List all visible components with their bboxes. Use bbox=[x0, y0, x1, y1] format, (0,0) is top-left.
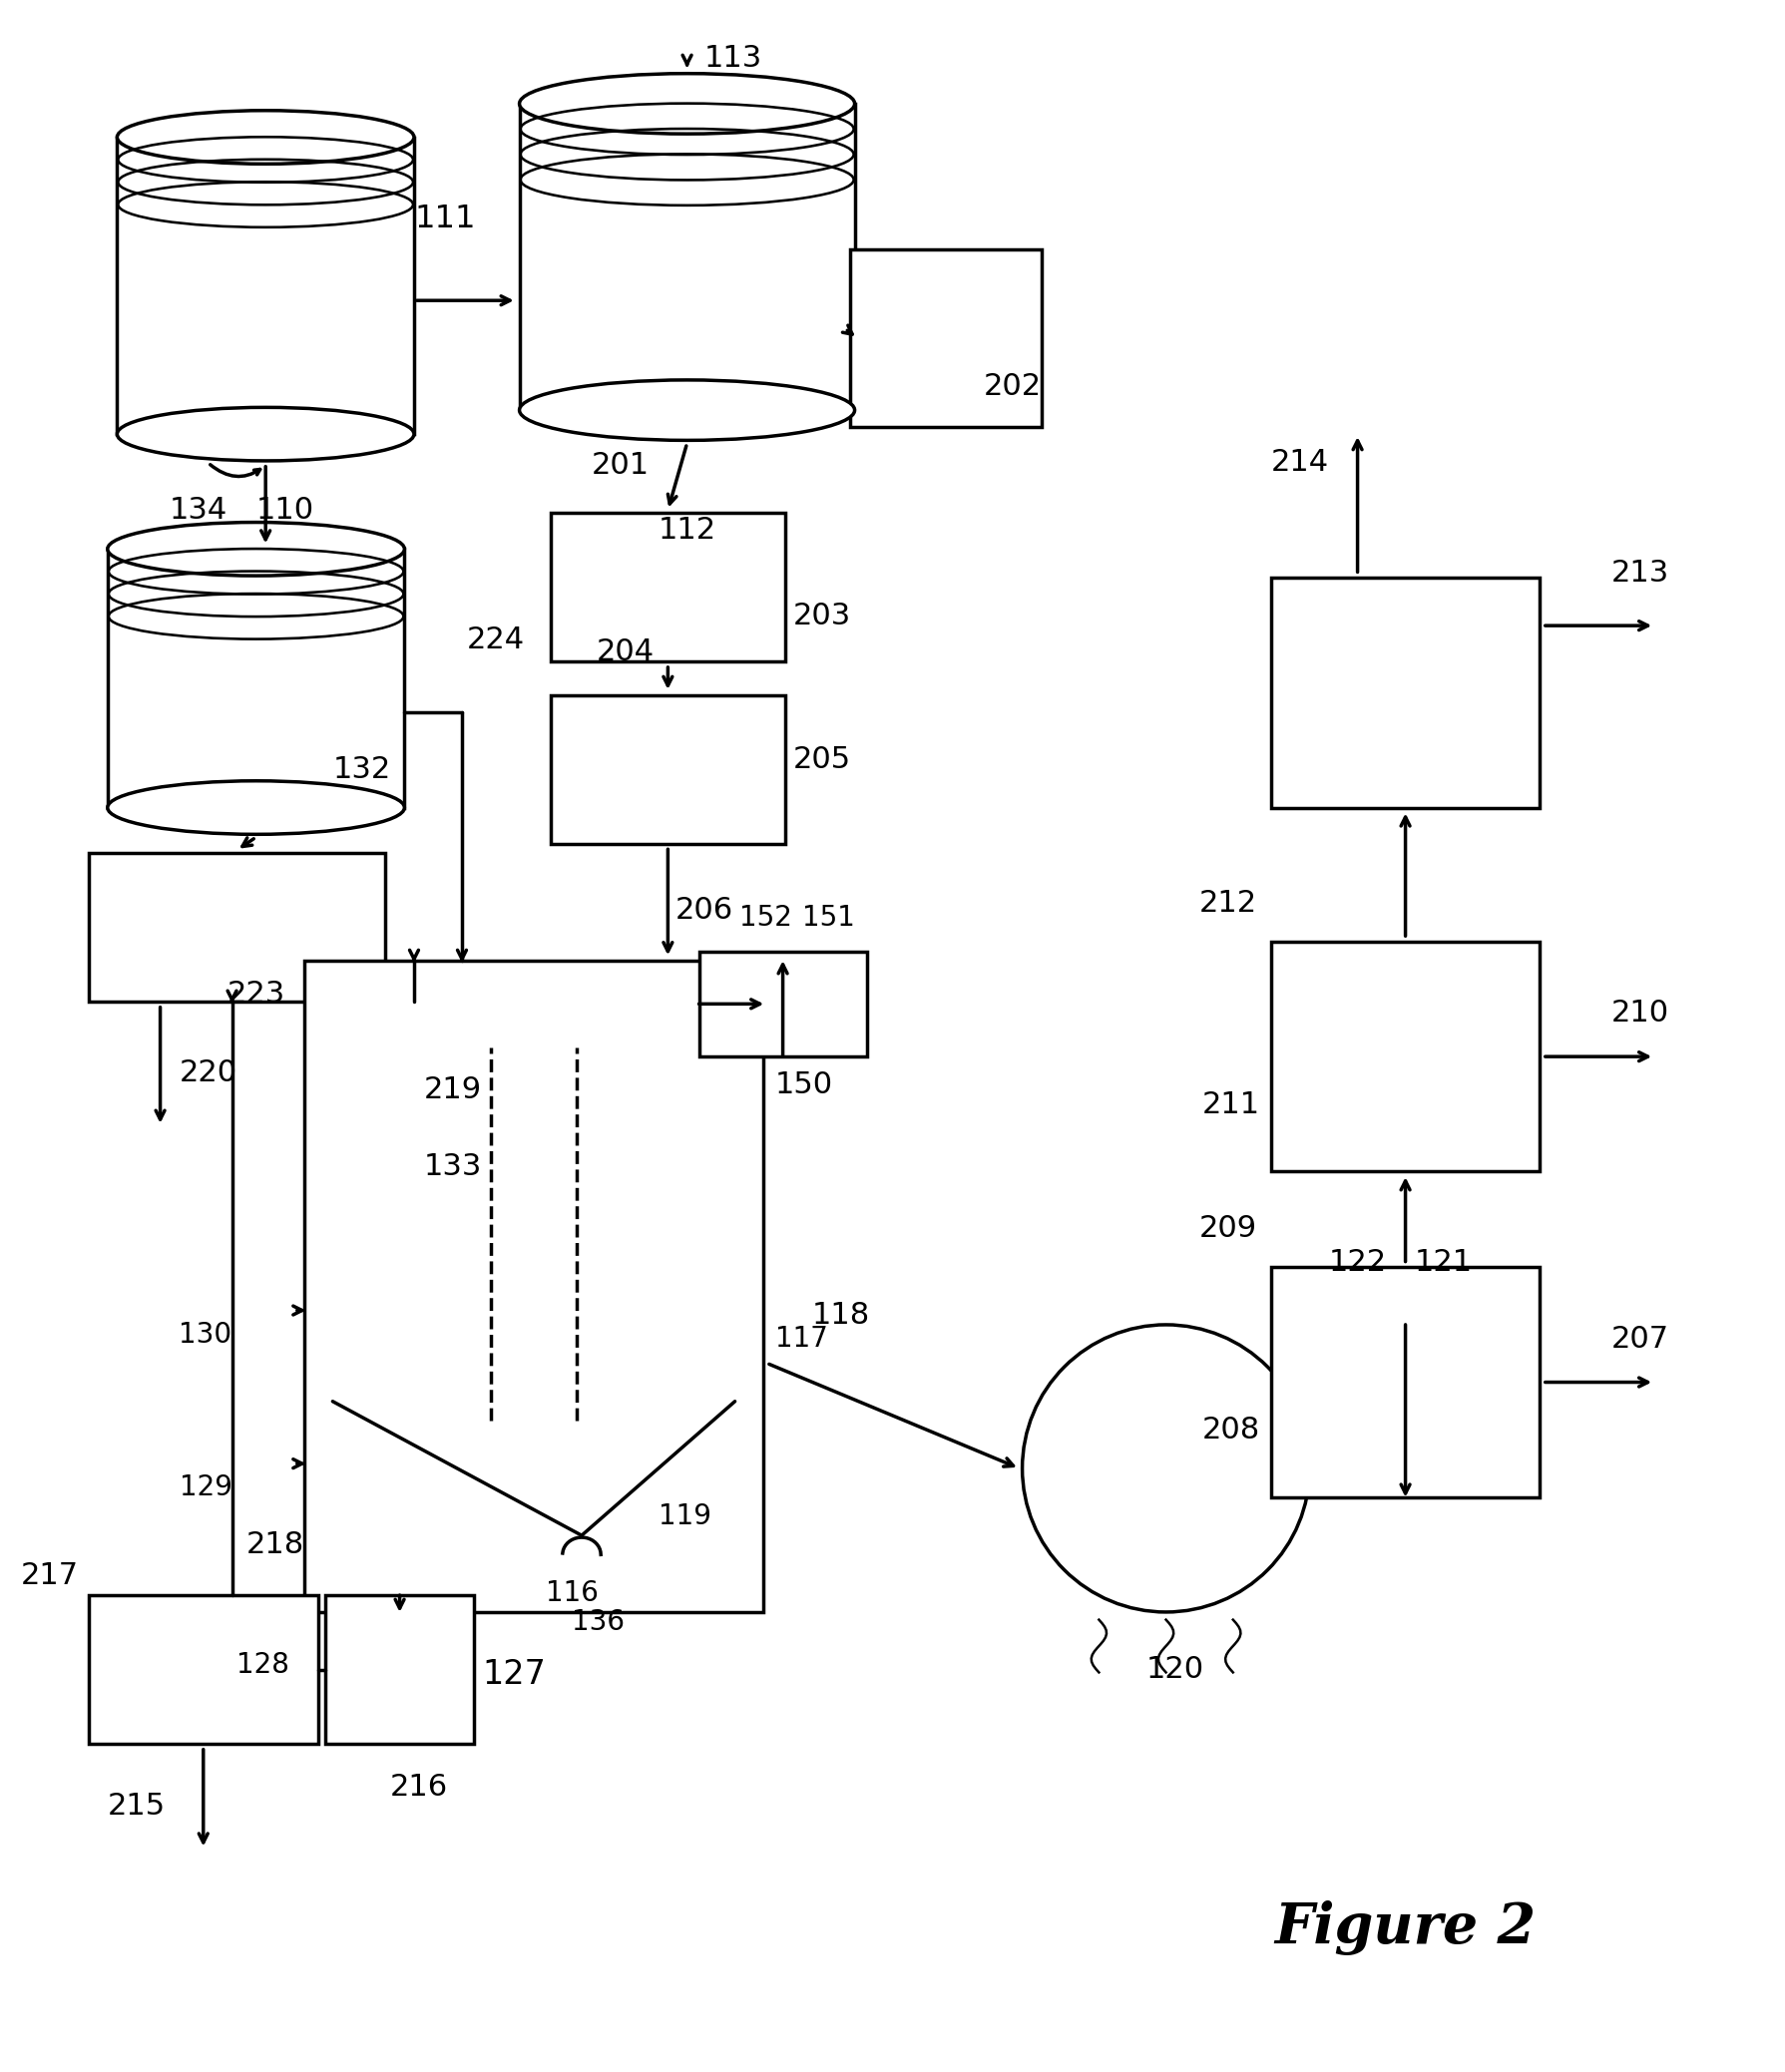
Text: 121: 121 bbox=[1416, 1247, 1473, 1276]
Text: 219: 219 bbox=[423, 1075, 482, 1104]
Text: 119: 119 bbox=[659, 1502, 710, 1531]
Text: 152: 152 bbox=[739, 903, 793, 932]
Text: 127: 127 bbox=[482, 1658, 546, 1691]
Text: 111: 111 bbox=[414, 203, 475, 234]
Text: 210: 210 bbox=[1612, 999, 1669, 1028]
Text: 218: 218 bbox=[246, 1531, 305, 1560]
Text: 220: 220 bbox=[178, 1059, 237, 1088]
Text: 118: 118 bbox=[812, 1301, 869, 1330]
Text: 122: 122 bbox=[1328, 1247, 1387, 1276]
Bar bbox=[700, 951, 868, 1057]
Text: 129: 129 bbox=[178, 1473, 232, 1502]
Text: 113: 113 bbox=[705, 44, 762, 73]
Text: 128: 128 bbox=[237, 1651, 289, 1678]
Bar bbox=[850, 251, 1041, 427]
Text: 208: 208 bbox=[1201, 1415, 1260, 1444]
Text: 110: 110 bbox=[255, 495, 314, 524]
Text: 116: 116 bbox=[546, 1579, 598, 1608]
Text: 212: 212 bbox=[1200, 889, 1257, 918]
Bar bbox=[89, 1595, 318, 1745]
Ellipse shape bbox=[519, 73, 855, 135]
Ellipse shape bbox=[107, 522, 405, 576]
Text: 209: 209 bbox=[1200, 1214, 1257, 1243]
Ellipse shape bbox=[118, 110, 414, 164]
Text: 214: 214 bbox=[1271, 448, 1328, 477]
Text: 206: 206 bbox=[675, 895, 734, 924]
Text: 130: 130 bbox=[178, 1320, 232, 1349]
Text: 207: 207 bbox=[1612, 1324, 1669, 1353]
Bar bbox=[1271, 1268, 1539, 1498]
Text: 112: 112 bbox=[659, 516, 716, 545]
Text: 134: 134 bbox=[170, 495, 228, 524]
Text: 203: 203 bbox=[793, 601, 851, 630]
Text: 205: 205 bbox=[793, 746, 851, 775]
Ellipse shape bbox=[118, 408, 414, 460]
Bar bbox=[550, 514, 785, 661]
Text: Figure 2: Figure 2 bbox=[1274, 1900, 1537, 1956]
Text: 202: 202 bbox=[984, 371, 1042, 400]
Ellipse shape bbox=[519, 379, 855, 441]
Bar bbox=[89, 854, 386, 1001]
Text: 215: 215 bbox=[107, 1792, 164, 1821]
Text: 150: 150 bbox=[775, 1071, 834, 1100]
Circle shape bbox=[1023, 1324, 1310, 1612]
Text: 211: 211 bbox=[1201, 1090, 1260, 1119]
Ellipse shape bbox=[107, 781, 405, 835]
Text: 132: 132 bbox=[332, 754, 391, 783]
Text: 216: 216 bbox=[391, 1772, 448, 1801]
Text: 223: 223 bbox=[227, 980, 286, 1009]
Bar bbox=[1271, 578, 1539, 808]
Bar bbox=[1271, 941, 1539, 1171]
Text: 217: 217 bbox=[21, 1562, 79, 1591]
Bar bbox=[550, 694, 785, 843]
Text: 224: 224 bbox=[466, 626, 525, 655]
Text: 204: 204 bbox=[596, 638, 653, 667]
Text: 136: 136 bbox=[573, 1608, 625, 1635]
Text: 117: 117 bbox=[775, 1326, 828, 1353]
Text: 151: 151 bbox=[801, 903, 855, 932]
Text: 120: 120 bbox=[1146, 1656, 1205, 1685]
Bar bbox=[303, 961, 764, 1612]
Text: 201: 201 bbox=[591, 452, 650, 481]
Text: 133: 133 bbox=[423, 1152, 482, 1181]
Bar bbox=[325, 1595, 475, 1745]
Text: 213: 213 bbox=[1612, 559, 1669, 588]
